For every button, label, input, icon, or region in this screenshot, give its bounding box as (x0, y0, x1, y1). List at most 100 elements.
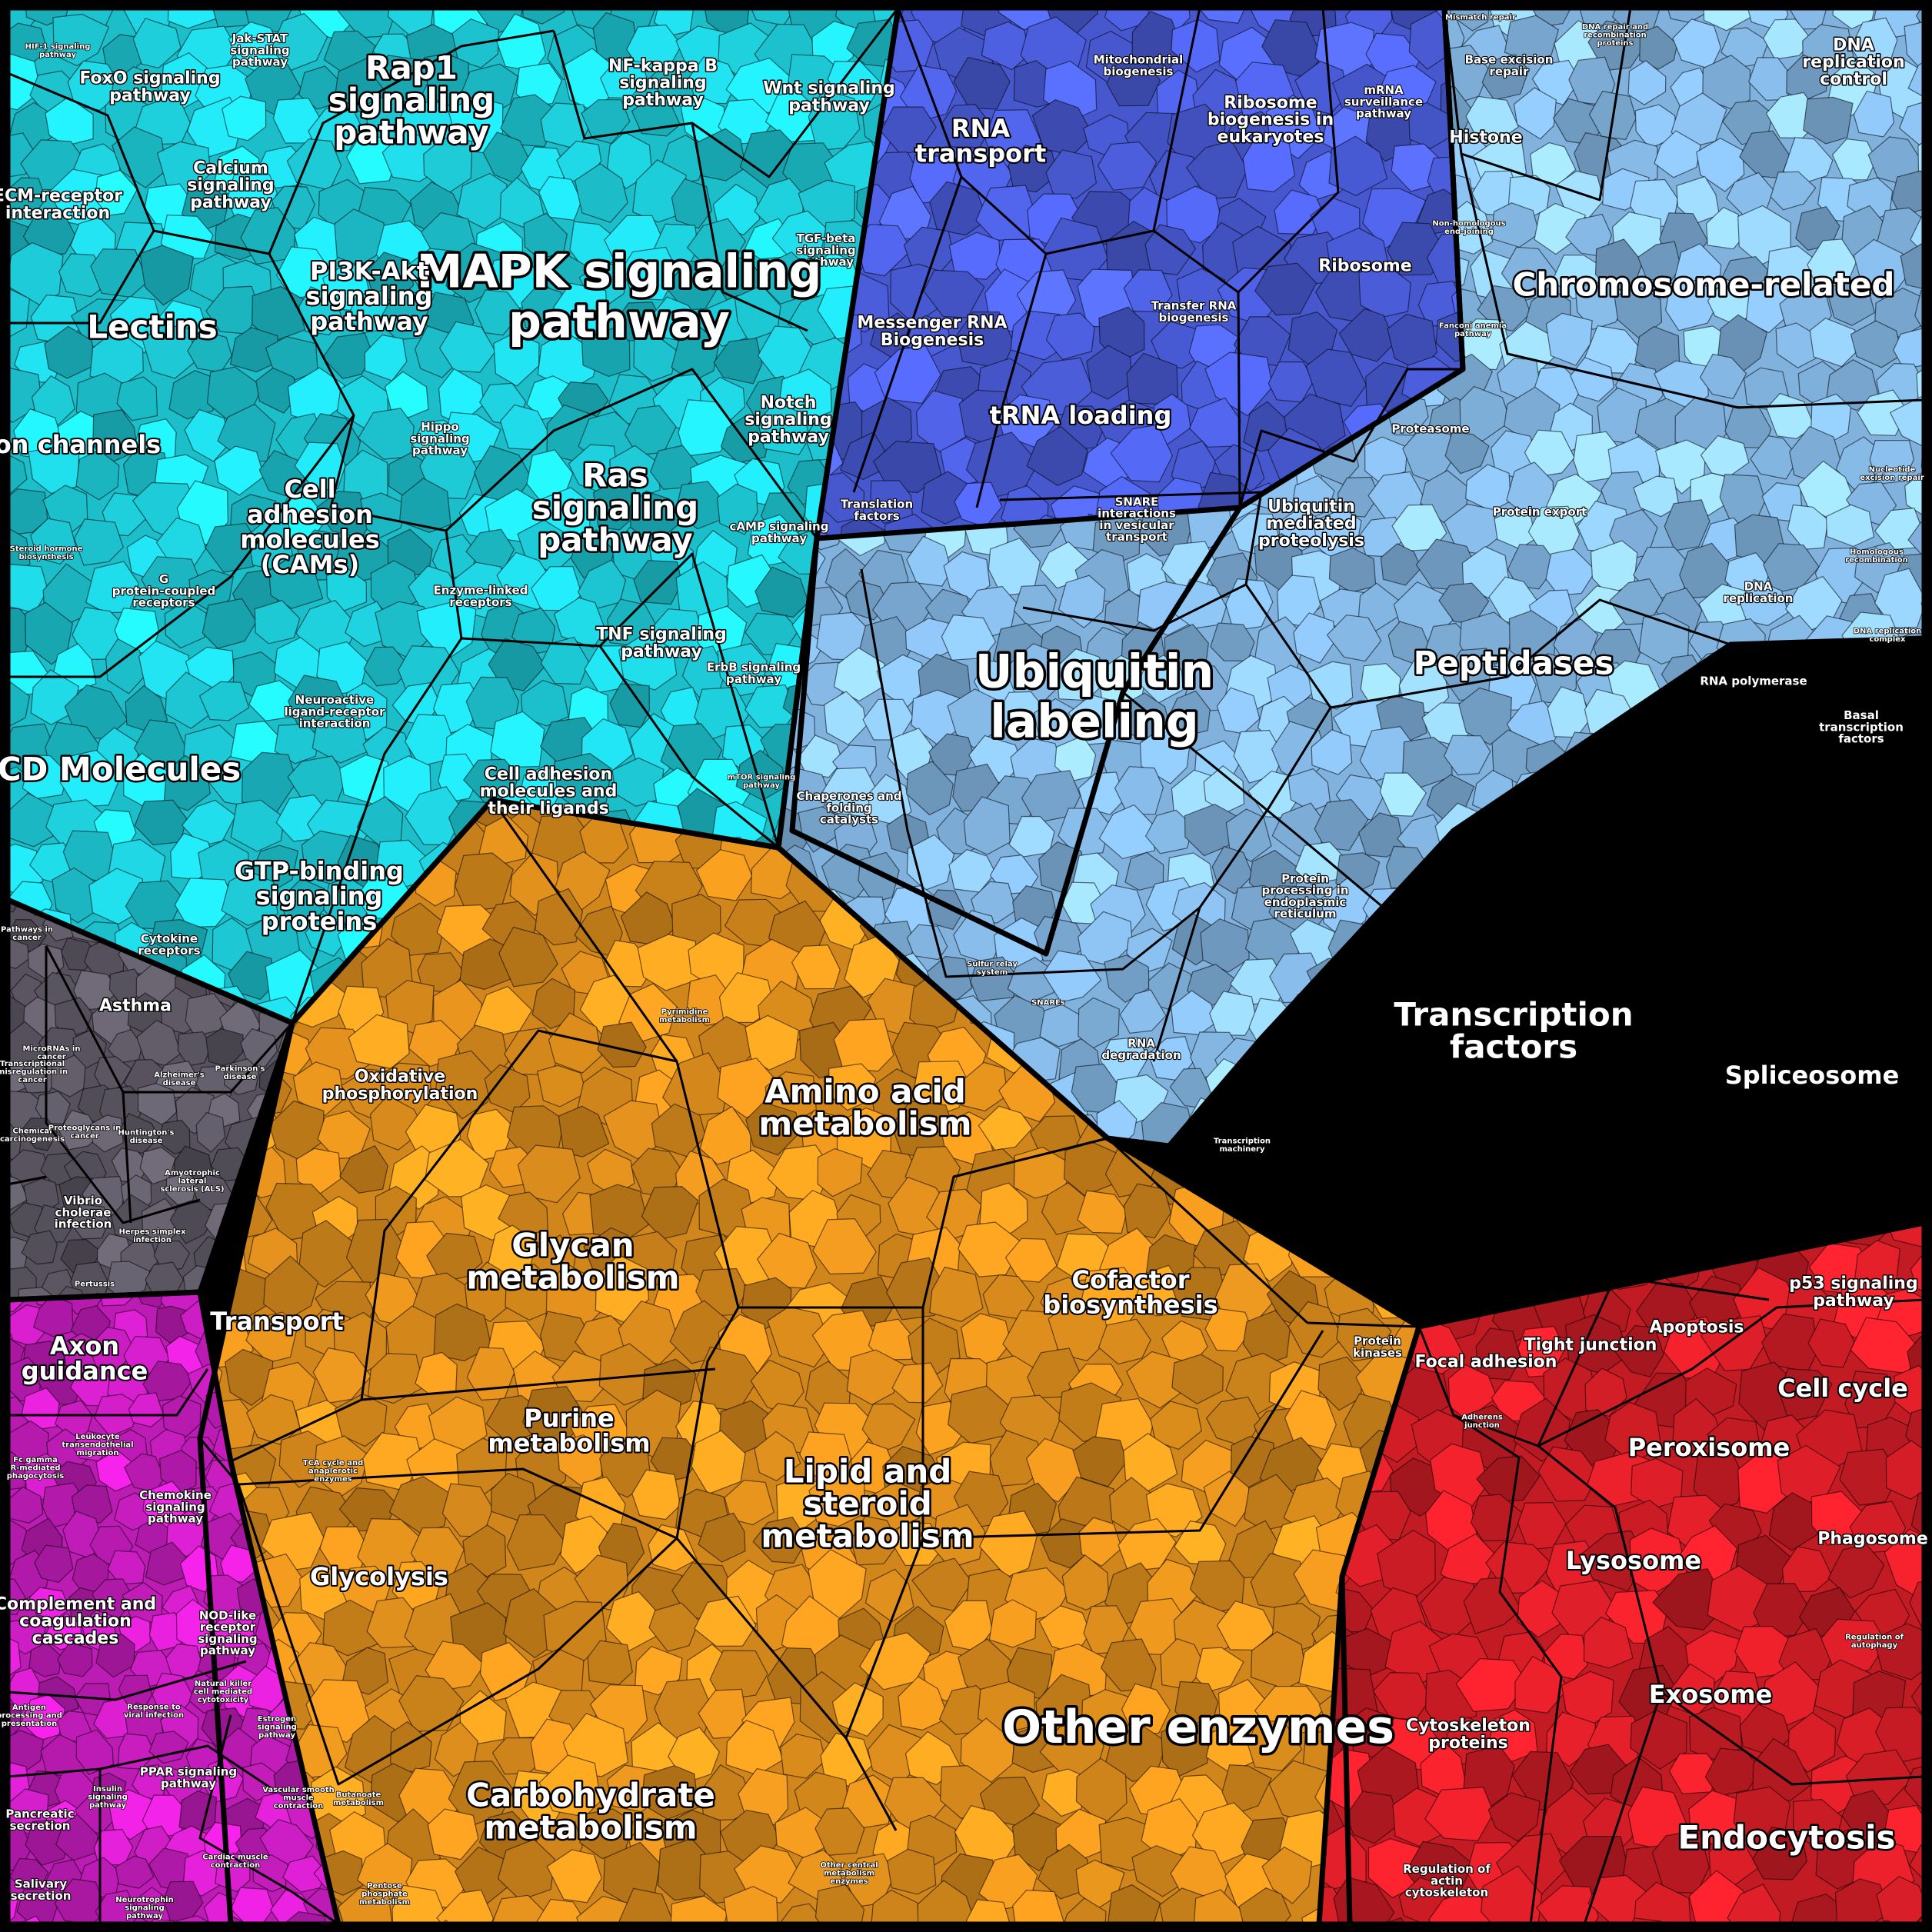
protein-cell (1211, 1148, 1256, 1202)
label-ion-channels: Ion channels (0, 430, 161, 459)
label-mitochondrial-biogenesis: Mitochondrial biogenesis (1094, 53, 1184, 78)
protein-cell (1826, 963, 1876, 1005)
protein-cell (311, 708, 369, 764)
protein-cell (1402, 1097, 1419, 1168)
protein-cell (1458, 687, 1512, 745)
protein-cell (90, 1114, 124, 1153)
protein-cell (1535, 883, 1581, 926)
protein-cell (1211, 845, 1254, 894)
protein-cell (112, 126, 167, 188)
protein-cell (1631, 1223, 1705, 1257)
label-transcription-machinery: Transcription machinery (1214, 1137, 1271, 1154)
label-endocytosis: Endocytosis (1677, 1819, 1895, 1857)
protein-cell (1565, 213, 1613, 258)
protein-cell (1330, 1223, 1389, 1264)
protein-cell (1393, 891, 1419, 944)
protein-cell (1171, 18, 1221, 73)
protein-cell (1593, 923, 1639, 974)
protein-cell (641, 1765, 699, 1820)
protein-cell (493, 331, 540, 387)
protein-cell (1677, 1076, 1732, 1127)
protein-cell (553, 597, 606, 648)
protein-cell (294, 441, 346, 491)
protein-cell (1045, 312, 1095, 361)
protein-cell (1907, 53, 1924, 104)
protein-cell (1869, 953, 1924, 1008)
protein-cell (1557, 1069, 1612, 1115)
protein-cell (1317, 1107, 1365, 1146)
protein-cell (1104, 954, 1150, 1004)
protein-cell (621, 246, 678, 301)
protein-cell (1551, 918, 1597, 968)
protein-cell (579, 1808, 634, 1860)
protein-cell (723, 1886, 779, 1924)
protein-cell (599, 1437, 651, 1498)
protein-cell (1379, 772, 1427, 817)
label-cell-cycle: Cell cycle (1777, 1374, 1908, 1403)
protein-cell (1757, 988, 1810, 1044)
protein-cell (1026, 425, 1088, 486)
protein-cell (1176, 268, 1226, 319)
protein-cell (988, 1599, 1038, 1648)
label-neuroactive-ligand-receptor-interaction: Neuroactive ligand-receptor interaction (284, 693, 385, 731)
protein-cell (1847, 1002, 1897, 1054)
protein-cell (245, 1311, 298, 1364)
label-regulation-of-autophagy: Regulation of autophagy (1845, 1633, 1904, 1650)
protein-cell (1767, 840, 1827, 899)
protein-cell (1869, 439, 1914, 485)
protein-cell (828, 1063, 877, 1111)
protein-cell (1200, 918, 1250, 973)
protein-cell (557, 1434, 603, 1487)
protein-cell (1889, 396, 1924, 451)
protein-cell (839, 431, 885, 481)
protein-cell (1334, 1071, 1391, 1124)
label-asthma: Asthma (99, 997, 172, 1016)
protein-cell (1131, 11, 1184, 73)
protein-cell (911, 1557, 973, 1611)
protein-cell (1086, 345, 1133, 400)
protein-cell (814, 1884, 865, 1924)
protein-cell (1477, 1100, 1524, 1146)
protein-cell (1508, 610, 1558, 664)
protein-cell (1687, 1223, 1750, 1256)
label-natural-killer-cell-mediated-cytotoxicity: Natural killer cell mediated cytotoxicity (194, 1680, 252, 1704)
protein-cell (1515, 1079, 1561, 1123)
label-carbohydrate-metabolism: Carbohydrate metabolism (466, 1777, 715, 1847)
label-pertussis: Pertussis (75, 1281, 115, 1289)
protein-cell (1633, 475, 1680, 518)
protein-cell (1360, 1099, 1418, 1154)
label-ecm-receptor-interaction: ECM-receptor interaction (0, 186, 122, 222)
protein-cell (906, 535, 952, 587)
protein-cell (1327, 919, 1387, 976)
protein-cell (750, 1359, 804, 1414)
protein-cell (1254, 262, 1317, 316)
protein-cell (224, 1348, 274, 1407)
protein-cell (600, 58, 648, 99)
protein-cell (1577, 954, 1628, 998)
protein-cell (1385, 1148, 1430, 1200)
protein-cell (917, 1880, 978, 1924)
label-cardiac-muscle-contraction: Cardiac muscle contraction (202, 1853, 268, 1870)
protein-cell (1314, 1015, 1373, 1074)
protein-cell (95, 169, 138, 216)
protein-cell (484, 1064, 531, 1114)
protein-cell (391, 1884, 451, 1924)
protein-cell (73, 970, 119, 1011)
protein-cell (1461, 1071, 1513, 1120)
protein-cell (1914, 287, 1924, 335)
label-ubiquitin-mediated-proteolysis: Ubiquitin mediated proteolysis (1258, 497, 1364, 551)
protein-cell (698, 1512, 746, 1563)
protein-cell (1123, 269, 1173, 313)
label-peroxisome: Peroxisome (1628, 1433, 1790, 1462)
protein-cell (958, 1221, 1024, 1277)
protein-cell (1191, 8, 1250, 24)
protein-cell (1570, 878, 1619, 921)
protein-cell (313, 1435, 369, 1498)
protein-cell (292, 1061, 345, 1117)
protein-cell (1627, 1143, 1684, 1146)
protein-cell (1737, 1104, 1788, 1146)
label-ribosome-biogenesis-in-eukaryotes: Ribosome biogenesis in eukaryotes (1208, 93, 1334, 147)
protein-cell (474, 289, 523, 336)
protein-cell (1188, 397, 1241, 448)
protein-cell (1526, 1095, 1581, 1146)
